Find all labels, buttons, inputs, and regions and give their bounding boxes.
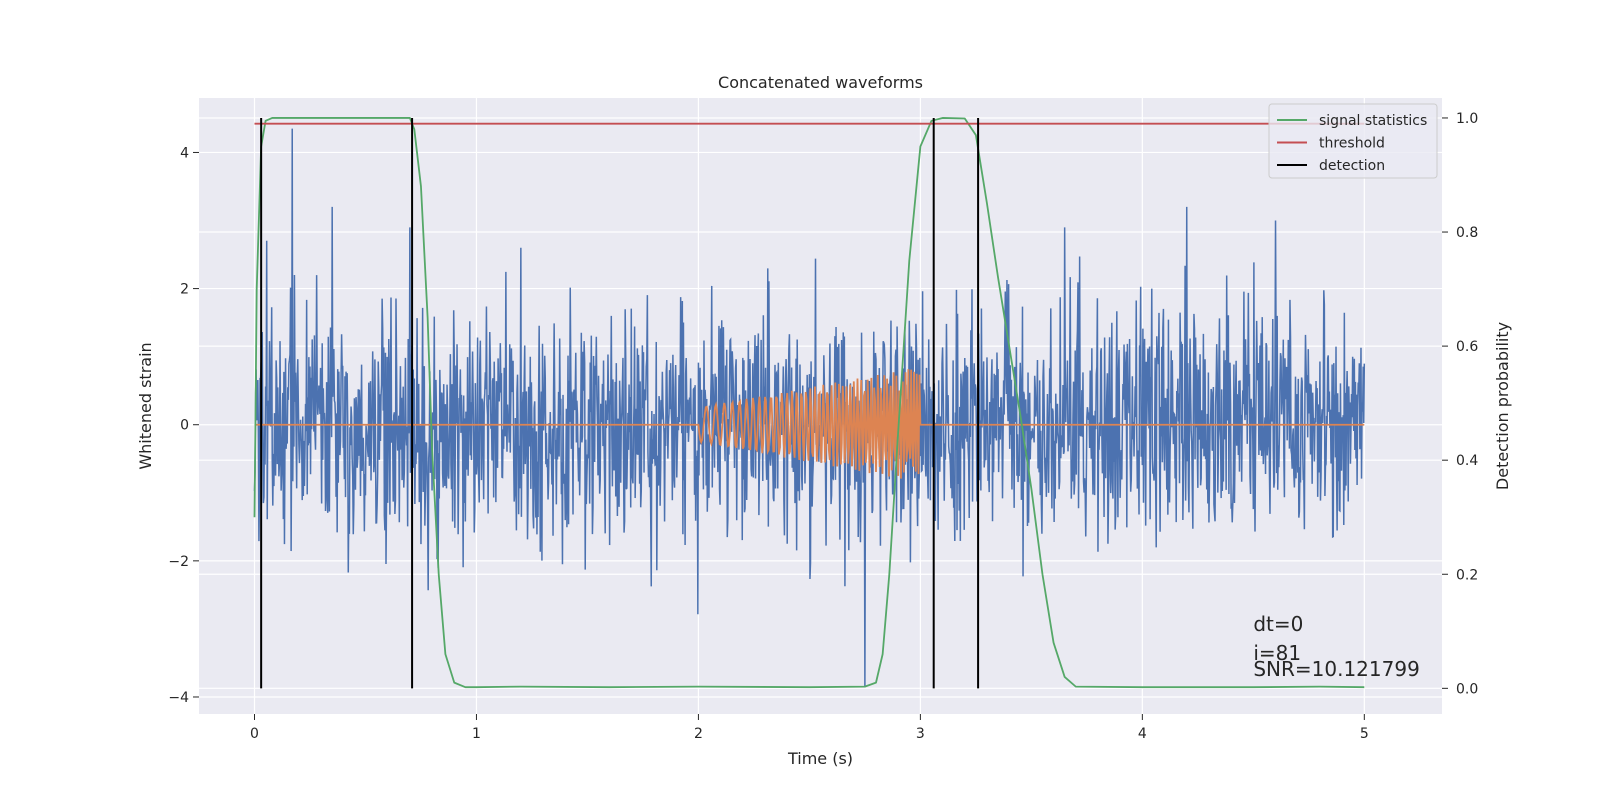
x-axis-label: Time (s) xyxy=(787,749,853,768)
legend-label: threshold xyxy=(1319,136,1385,152)
y-tick-label: −2 xyxy=(168,554,189,570)
y2-tick-label: 0.4 xyxy=(1456,453,1478,469)
chart-title: Concatenated waveforms xyxy=(718,73,923,92)
signal-statistics-line xyxy=(253,117,1365,689)
y-tick-label: 0 xyxy=(180,418,189,434)
y2-tick-label: 0.0 xyxy=(1456,681,1478,697)
legend: signal statistics threshold detection xyxy=(1268,103,1438,179)
x-tick-label: 2 xyxy=(694,726,703,742)
y-tick-label: 2 xyxy=(180,282,189,298)
y2-tick-label: 0.2 xyxy=(1456,567,1478,583)
annotation-dt: dt=0 xyxy=(1253,612,1303,636)
axes: 0 1 2 3 4 5 −4 −2 0 2 4 0.0 0.2 0.4 0.6 0.8 1.0 xyxy=(168,111,1478,742)
y2-tick-label: 0.8 xyxy=(1456,225,1478,241)
legend-label: signal statistics xyxy=(1319,113,1427,129)
grid xyxy=(199,98,1442,714)
annotation-index: i=81 xyxy=(1253,641,1301,665)
data-layer xyxy=(253,117,1366,689)
x-tick-label: 3 xyxy=(916,726,925,742)
series-injected-waveform xyxy=(254,369,1365,479)
legend-label: detection xyxy=(1319,158,1385,174)
y2-tick-label: 0.6 xyxy=(1456,339,1478,355)
y2-tick-label: 1.0 xyxy=(1456,111,1478,127)
x-tick-label: 5 xyxy=(1360,726,1369,742)
legend-box xyxy=(1268,103,1438,179)
y-tick-label: 4 xyxy=(180,145,189,161)
y2-axis-label: Detection probability xyxy=(1493,322,1512,490)
x-tick-label: 1 xyxy=(472,726,481,742)
y-axis-label: Whitened strain xyxy=(136,342,155,469)
annotation-snr: SNR=10.121799 xyxy=(1253,657,1419,681)
x-tick-label: 0 xyxy=(250,726,259,742)
series-noise-line xyxy=(253,128,1366,687)
y-tick-label: −4 xyxy=(168,690,189,706)
x-tick-label: 4 xyxy=(1138,726,1147,742)
